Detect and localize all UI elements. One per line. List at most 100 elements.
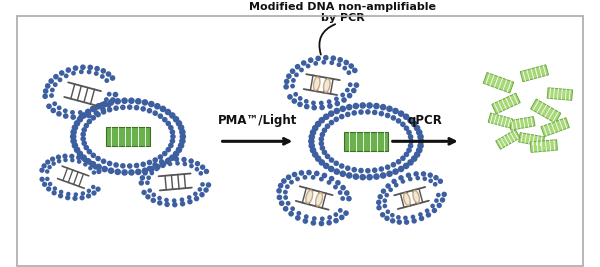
Circle shape — [411, 155, 418, 162]
Circle shape — [401, 179, 405, 184]
Circle shape — [62, 154, 68, 159]
Circle shape — [407, 159, 414, 166]
Circle shape — [110, 97, 116, 103]
Circle shape — [95, 164, 102, 170]
Circle shape — [106, 71, 112, 77]
Circle shape — [376, 200, 382, 205]
Circle shape — [320, 217, 325, 221]
Circle shape — [425, 212, 431, 218]
Circle shape — [175, 161, 180, 166]
Circle shape — [391, 179, 397, 184]
Circle shape — [329, 157, 334, 163]
Text: PMA™/Light: PMA™/Light — [218, 114, 297, 127]
Circle shape — [110, 75, 115, 81]
Circle shape — [161, 163, 165, 168]
Circle shape — [311, 105, 317, 111]
Circle shape — [193, 191, 197, 196]
Circle shape — [107, 92, 112, 97]
Circle shape — [295, 215, 301, 221]
Circle shape — [391, 162, 396, 167]
Circle shape — [428, 179, 433, 183]
Circle shape — [86, 109, 91, 113]
Circle shape — [166, 147, 171, 152]
Circle shape — [358, 109, 364, 115]
Circle shape — [353, 103, 359, 109]
Circle shape — [169, 154, 176, 161]
Ellipse shape — [413, 191, 419, 203]
Circle shape — [312, 216, 317, 221]
Circle shape — [70, 110, 75, 115]
Circle shape — [283, 195, 288, 200]
Circle shape — [334, 168, 340, 175]
Circle shape — [331, 55, 336, 61]
Circle shape — [74, 192, 78, 197]
Circle shape — [339, 215, 344, 220]
Circle shape — [172, 198, 176, 203]
Circle shape — [398, 166, 404, 172]
Circle shape — [108, 99, 115, 106]
Circle shape — [49, 78, 54, 84]
Circle shape — [146, 108, 152, 113]
Circle shape — [340, 196, 345, 201]
Circle shape — [404, 125, 409, 131]
Circle shape — [277, 195, 282, 200]
Circle shape — [292, 172, 298, 177]
Circle shape — [294, 72, 299, 77]
Circle shape — [322, 150, 327, 155]
Circle shape — [329, 120, 334, 125]
Circle shape — [170, 129, 175, 135]
Circle shape — [328, 166, 335, 172]
Circle shape — [50, 88, 55, 92]
Circle shape — [421, 171, 426, 176]
Circle shape — [347, 93, 352, 99]
Circle shape — [178, 142, 184, 149]
Ellipse shape — [306, 190, 313, 203]
Circle shape — [323, 55, 329, 61]
Circle shape — [94, 110, 99, 116]
Circle shape — [278, 183, 283, 189]
Circle shape — [386, 105, 393, 112]
Circle shape — [108, 167, 115, 174]
Circle shape — [59, 70, 65, 76]
Circle shape — [286, 201, 290, 206]
Circle shape — [404, 219, 409, 225]
Circle shape — [366, 174, 373, 180]
Circle shape — [188, 158, 194, 164]
Circle shape — [425, 209, 430, 213]
Circle shape — [86, 113, 92, 118]
Circle shape — [65, 67, 71, 73]
Circle shape — [338, 208, 343, 213]
Polygon shape — [541, 118, 569, 136]
Circle shape — [142, 170, 148, 176]
Circle shape — [304, 214, 308, 219]
Circle shape — [320, 145, 325, 151]
Circle shape — [152, 157, 158, 163]
Circle shape — [164, 202, 170, 207]
Circle shape — [148, 166, 155, 172]
Circle shape — [148, 188, 152, 193]
Circle shape — [146, 166, 152, 171]
Circle shape — [73, 196, 77, 201]
Circle shape — [334, 116, 339, 122]
Circle shape — [152, 162, 158, 167]
Circle shape — [46, 186, 52, 191]
Circle shape — [428, 172, 433, 178]
Text: qPCR: qPCR — [407, 114, 442, 127]
Ellipse shape — [313, 77, 320, 91]
Polygon shape — [518, 133, 544, 146]
Circle shape — [107, 107, 112, 112]
Circle shape — [319, 105, 325, 110]
Circle shape — [56, 111, 62, 117]
Ellipse shape — [404, 193, 410, 206]
Circle shape — [113, 105, 119, 111]
Circle shape — [286, 73, 292, 79]
Circle shape — [319, 136, 324, 142]
Circle shape — [95, 187, 101, 192]
Circle shape — [386, 171, 393, 177]
Circle shape — [83, 145, 89, 150]
Circle shape — [77, 159, 82, 164]
Circle shape — [407, 117, 414, 124]
Circle shape — [292, 98, 297, 104]
Circle shape — [311, 101, 316, 105]
Circle shape — [77, 116, 83, 123]
